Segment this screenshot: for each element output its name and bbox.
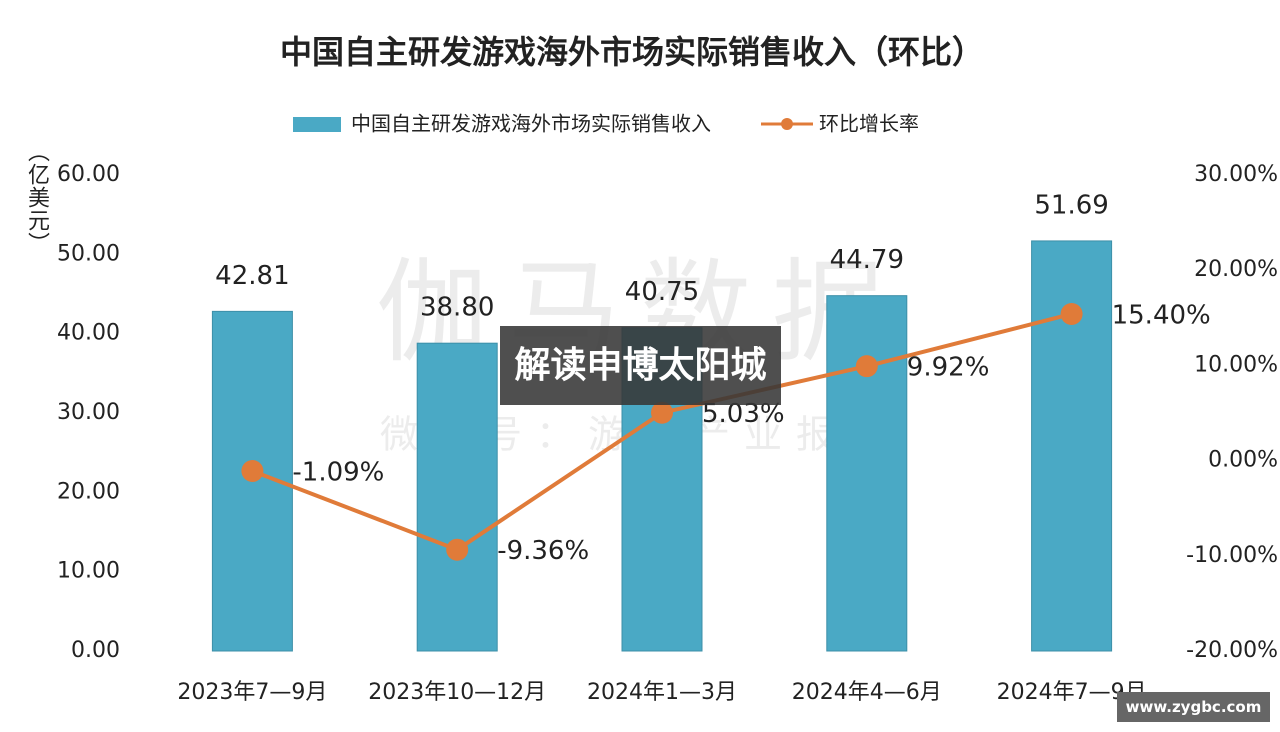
- y-tick-label: 40.00: [57, 321, 120, 346]
- y-tick-label: 60.00: [57, 162, 120, 187]
- bar-value-label: 44.79: [830, 245, 904, 275]
- line-point: [651, 401, 673, 424]
- line-value-label: -9.36%: [497, 536, 589, 566]
- y2-tick-label: 20.00%: [1194, 257, 1278, 282]
- x-tick-label: 2024年1—3月: [587, 680, 737, 705]
- y2-tick-label: 0.00%: [1208, 448, 1278, 473]
- line-point: [446, 538, 469, 561]
- bar-value-label: 38.80: [420, 293, 494, 323]
- y2-tick-label: -10.00%: [1186, 543, 1278, 568]
- bar: [826, 295, 908, 652]
- line-value-label: -1.09%: [292, 457, 384, 487]
- legend-swatch: [293, 117, 341, 132]
- line-point: [1060, 302, 1083, 325]
- overlay-banner: 解读申博太阳城: [500, 326, 781, 405]
- line-point: [855, 355, 878, 378]
- x-tick-label: 2023年10—12月: [368, 680, 546, 705]
- bar-value-label: 51.69: [1034, 190, 1108, 220]
- bar-value-label: 40.75: [625, 277, 699, 307]
- line-point: [241, 459, 264, 482]
- y-tick-label: 0.00: [71, 638, 120, 663]
- line-value-label: 9.92%: [907, 353, 990, 383]
- chart-title: 中国自主研发游戏海外市场实际销售收入（环比）: [280, 33, 984, 71]
- line-value-label: 15.40%: [1112, 300, 1211, 330]
- x-tick-label: 2023年7—9月: [177, 680, 327, 705]
- x-tick-label: 2024年4—6月: [792, 680, 942, 705]
- y2-tick-label: 10.00%: [1194, 352, 1278, 377]
- y2-tick-label: 30.00%: [1194, 162, 1278, 187]
- bar-value-label: 42.81: [215, 261, 289, 291]
- y2-tick-label: -20.00%: [1186, 638, 1278, 663]
- legend-label: 环比增长率: [819, 112, 919, 136]
- y-tick-label: 10.00: [57, 559, 120, 584]
- bar: [416, 342, 498, 652]
- y-axis-label: （亿美元）: [24, 140, 49, 255]
- site-badge: www.zygbc.com: [1117, 692, 1270, 722]
- y-tick-label: 30.00: [57, 400, 120, 425]
- y-tick-label: 50.00: [57, 241, 120, 266]
- bar: [1031, 240, 1113, 652]
- legend-swatch: [781, 118, 793, 130]
- legend-label: 中国自主研发游戏海外市场实际销售收入: [351, 112, 711, 136]
- y-tick-label: 20.00: [57, 479, 120, 504]
